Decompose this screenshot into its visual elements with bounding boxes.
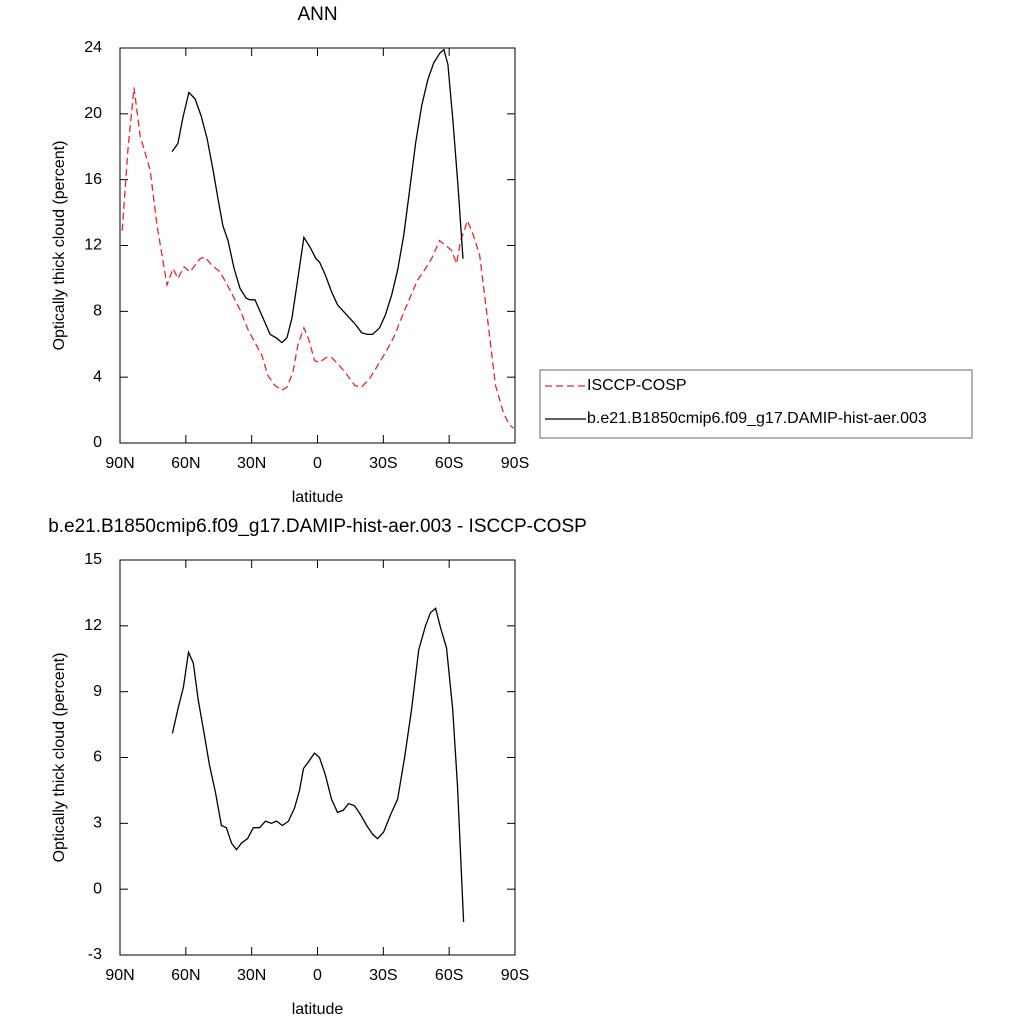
legend-label: ISCCP-COSP (587, 377, 687, 394)
y-axis-label: Optically thick cloud (percent) (51, 653, 68, 863)
plot-frame (119, 47, 516, 444)
y-tick-label: 15 (84, 551, 102, 568)
y-axis-label: Optically thick cloud (percent) (51, 141, 68, 351)
chart-title: ANN (297, 4, 337, 25)
y-tick-label: 16 (84, 171, 102, 188)
data-line (171, 607, 465, 923)
y-tick-label: 8 (93, 303, 102, 320)
y-tick-label: 6 (93, 749, 102, 766)
x-tick-label: 30S (369, 455, 397, 472)
x-tick-label: 90N (105, 455, 134, 472)
x-tick-label: 30N (237, 967, 266, 984)
x-tick-label: 60S (435, 455, 463, 472)
y-tick-label: 3 (93, 815, 102, 832)
x-tick-label: 0 (313, 455, 322, 472)
data-line (121, 87, 514, 429)
y-tick-label: 0 (93, 434, 102, 451)
x-tick-label: 30N (237, 455, 266, 472)
x-tick-label: 90S (501, 967, 529, 984)
legend-box (539, 369, 973, 439)
x-axis-label: latitude (292, 489, 344, 506)
x-axis-label: latitude (292, 1001, 344, 1018)
x-tick-label: 60N (171, 455, 200, 472)
y-tick-label: 12 (84, 617, 102, 634)
y-tick-label: 24 (84, 39, 102, 56)
y-tick-label: 4 (93, 368, 102, 385)
chart-title: b.e21.B1850cmip6.f09_g17.DAMIP-hist-aer.… (48, 516, 587, 537)
y-tick-label: -3 (88, 946, 102, 963)
y-tick-label: 12 (84, 237, 102, 254)
y-tick-label: 0 (93, 880, 102, 897)
x-tick-label: 0 (313, 967, 322, 984)
legend-label: b.e21.B1850cmip6.f09_g17.DAMIP-hist-aer.… (587, 410, 927, 427)
x-tick-label: 90N (105, 967, 134, 984)
y-tick-label: 9 (93, 683, 102, 700)
y-tick-label: 20 (84, 105, 102, 122)
x-tick-label: 30S (369, 967, 397, 984)
x-tick-label: 60N (171, 967, 200, 984)
data-line (171, 48, 464, 344)
x-tick-label: 60S (435, 967, 463, 984)
x-tick-label: 90S (501, 455, 529, 472)
